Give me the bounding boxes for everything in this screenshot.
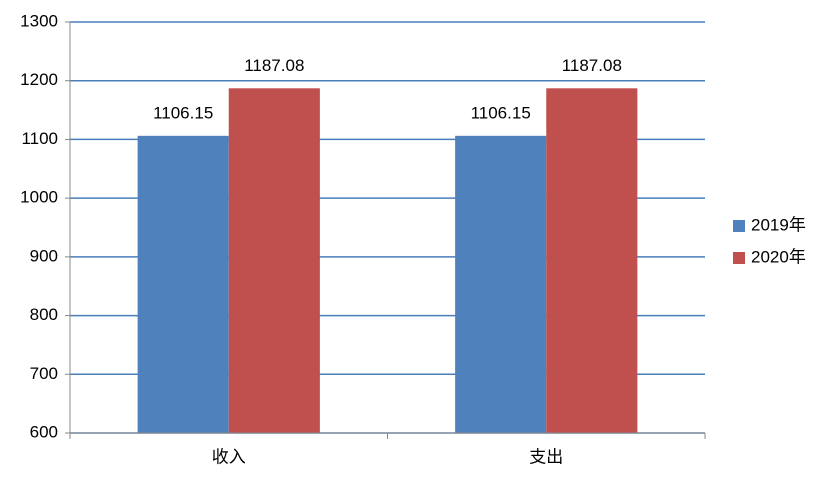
- y-tick-label: 1100: [21, 129, 58, 148]
- data-label: 1106.15: [153, 103, 213, 122]
- data-label: 1187.08: [244, 56, 304, 75]
- data-label: 1106.15: [471, 103, 531, 122]
- bar: [137, 135, 229, 434]
- legend-label: 2020年: [751, 247, 806, 266]
- x-tick-label: 收入: [212, 447, 246, 466]
- legend-swatch: [733, 220, 745, 232]
- bar: [546, 88, 638, 433]
- y-tick-label: 800: [30, 305, 58, 324]
- legend-label: 2019年: [751, 215, 806, 234]
- bar: [228, 88, 320, 433]
- bar: [455, 135, 547, 434]
- y-tick-label: 1300: [20, 11, 58, 30]
- y-tick-label: 1200: [20, 70, 58, 89]
- y-tick-label: 1000: [20, 188, 58, 207]
- y-tick-label: 900: [30, 246, 58, 265]
- x-tick-label: 支出: [529, 447, 563, 466]
- legend-swatch: [733, 252, 745, 264]
- y-tick-label: 600: [30, 422, 58, 441]
- data-label: 1187.08: [562, 56, 622, 75]
- y-tick-label: 700: [30, 364, 58, 383]
